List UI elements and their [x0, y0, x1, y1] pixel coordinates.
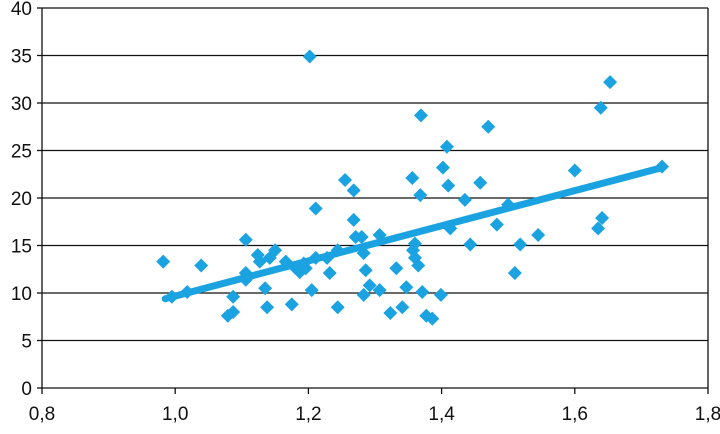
- x-tick-label: 0,8: [29, 404, 55, 425]
- data-point: [405, 171, 420, 186]
- data-point: [194, 258, 209, 273]
- data-point: [595, 210, 610, 225]
- data-point: [268, 243, 283, 258]
- x-tick-label: 1,0: [162, 404, 188, 425]
- data-point: [593, 100, 608, 115]
- data-point: [531, 228, 546, 243]
- y-tick-label: 40: [11, 0, 32, 20]
- data-point: [395, 300, 410, 315]
- data-point: [284, 297, 299, 312]
- data-point: [513, 237, 528, 252]
- x-tick-label: 1,4: [428, 404, 455, 425]
- data-point: [226, 305, 241, 319]
- data-point: [591, 221, 606, 236]
- y-axis-ticks: 0 5 10 15 20 25 30 35 40: [11, 0, 42, 400]
- data-point: [507, 266, 522, 281]
- data-point: [603, 75, 618, 90]
- data-point: [463, 237, 478, 252]
- data-point: [435, 160, 450, 175]
- data-point: [441, 178, 456, 193]
- data-point: [308, 201, 323, 216]
- y-tick-label: 10: [11, 284, 32, 305]
- data-point: [156, 254, 171, 269]
- data-point: [411, 258, 426, 273]
- data-point: [413, 188, 428, 203]
- data-point: [481, 119, 496, 134]
- data-point: [413, 108, 428, 123]
- y-tick-label: 0: [21, 379, 32, 400]
- data-point: [356, 287, 371, 302]
- trendline-group: [161, 164, 666, 303]
- data-point: [258, 281, 273, 296]
- data-point: [425, 311, 440, 326]
- data-point: [567, 163, 582, 178]
- data-point: [415, 285, 430, 300]
- x-tick-label: 1,2: [295, 404, 321, 425]
- y-tick-label: 25: [11, 142, 32, 163]
- y-tick-label: 5: [21, 332, 32, 353]
- y-tick-label: 35: [11, 47, 32, 68]
- x-tick-label: 1,8: [695, 404, 720, 425]
- data-point: [399, 280, 414, 295]
- data-point: [304, 283, 319, 298]
- y-tick-label: 20: [11, 189, 32, 210]
- data-point: [338, 172, 353, 187]
- data-point: [302, 49, 317, 64]
- data-point: [457, 192, 472, 207]
- y-tick-label: 30: [11, 94, 32, 115]
- x-tick-label: 1,6: [562, 404, 588, 425]
- data-point: [433, 287, 448, 302]
- data-point: [354, 229, 369, 244]
- data-point: [372, 283, 387, 298]
- data-point: [346, 183, 361, 198]
- data-point: [383, 305, 398, 320]
- data-point: [389, 261, 404, 276]
- x-axis-ticks: 0,8 1,0 1,2 1,4 1,6 1,8: [29, 388, 720, 425]
- data-point: [260, 300, 275, 315]
- data-point: [358, 263, 373, 278]
- data-point: [489, 217, 504, 232]
- data-point: [407, 236, 422, 251]
- gridlines: [41, 7, 709, 389]
- data-point: [439, 139, 454, 154]
- data-point: [238, 232, 253, 247]
- data-point: [473, 175, 488, 190]
- y-tick-label: 15: [11, 237, 32, 258]
- trendline: [161, 164, 666, 303]
- data-point: [346, 212, 361, 227]
- data-point: [330, 300, 345, 315]
- data-point: [362, 278, 377, 293]
- data-point: [322, 266, 337, 281]
- data-point: [226, 289, 241, 304]
